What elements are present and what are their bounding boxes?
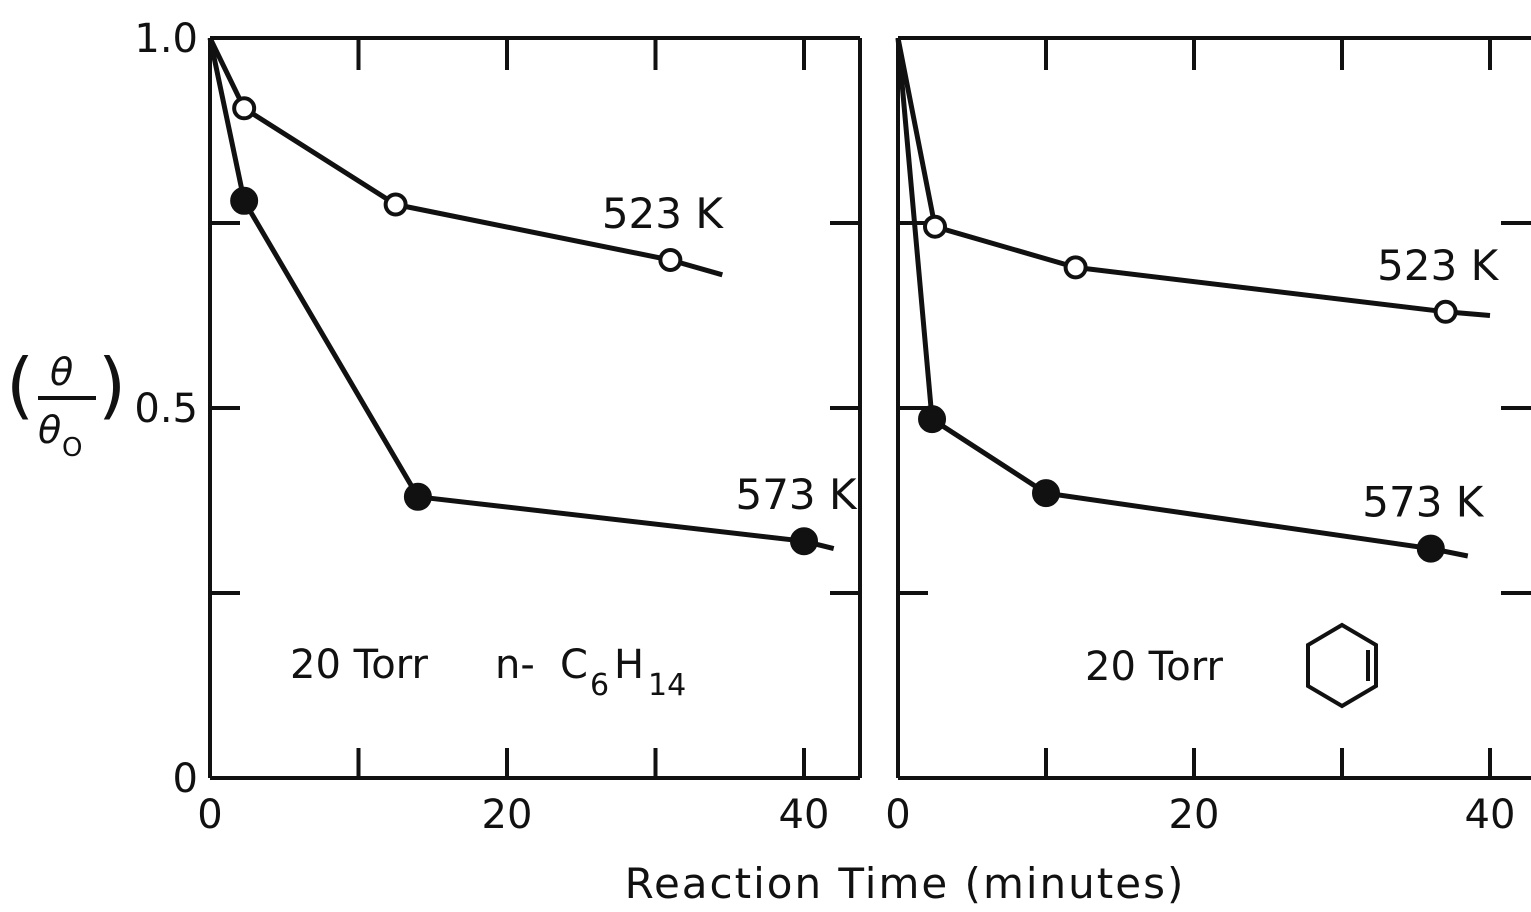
right-pressure-label: 20 Torr (1085, 644, 1223, 690)
left-molecule-h-subscript: 14 (648, 668, 686, 703)
left-molecule-h: H (614, 642, 644, 688)
right-data-point-filled (1032, 479, 1060, 508)
right-x-tick-label: 20 (1169, 792, 1220, 838)
left-series-label: 523 K (602, 189, 725, 238)
left-molecule-c: C (560, 642, 588, 688)
left-data-point-filled (790, 527, 818, 556)
left-y-tick-label: 1.0 (134, 16, 198, 62)
left-y-tick-label: 0.5 (134, 386, 198, 432)
y-axis-label: ( θ θ O ) (6, 343, 126, 463)
left-x-tick-label: 40 (779, 792, 830, 838)
y-label-numerator: θ (50, 350, 73, 394)
right-x-tick-label: 0 (885, 792, 910, 838)
right-series-label: 573 K (1362, 478, 1485, 527)
right-panel: 0 20 40 523 K 573 K (885, 36, 1531, 838)
left-molecule-prefix: n- (495, 642, 535, 688)
y-label-open-paren: ( (6, 343, 34, 427)
right-x-tick-label: 40 (1465, 792, 1516, 838)
left-series-label: 573 K (735, 470, 858, 519)
left-y-tick-label: 0 (173, 756, 198, 802)
right-data-point-filled (918, 405, 947, 434)
left-series-line-523k (207, 36, 724, 278)
left-data-point-open (658, 248, 683, 272)
left-data-point-open (383, 192, 408, 217)
left-molecule-c-subscript: 6 (590, 668, 609, 703)
left-data-point-filled (230, 186, 259, 215)
right-series-label: 523 K (1377, 241, 1500, 290)
cyclohexene-ring-icon (1306, 622, 1378, 709)
right-condition-label: 20 Torr (1085, 622, 1378, 709)
left-pressure-label: 20 Torr (290, 642, 428, 688)
right-data-point-open (923, 214, 947, 239)
y-label-denominator-subscript: O (62, 433, 82, 463)
left-x-tick-label: 0 (197, 792, 222, 838)
right-data-point-filled (1416, 534, 1445, 563)
right-data-point-open (1433, 299, 1458, 324)
left-condition-label: 20 Torr n- C 6 H 14 (290, 642, 686, 703)
left-panel: 0 20 40 0 0.5 1.0 523 K 573 K (134, 16, 862, 838)
left-data-point-filled (403, 482, 432, 511)
y-label-close-paren: ) (98, 343, 126, 427)
x-axis-title: Reaction Time (minutes) (625, 859, 1186, 908)
left-data-point-open (232, 96, 257, 121)
y-label-denominator: θ (38, 408, 61, 452)
right-data-point-open (1063, 255, 1088, 280)
left-x-tick-label: 20 (482, 792, 533, 838)
